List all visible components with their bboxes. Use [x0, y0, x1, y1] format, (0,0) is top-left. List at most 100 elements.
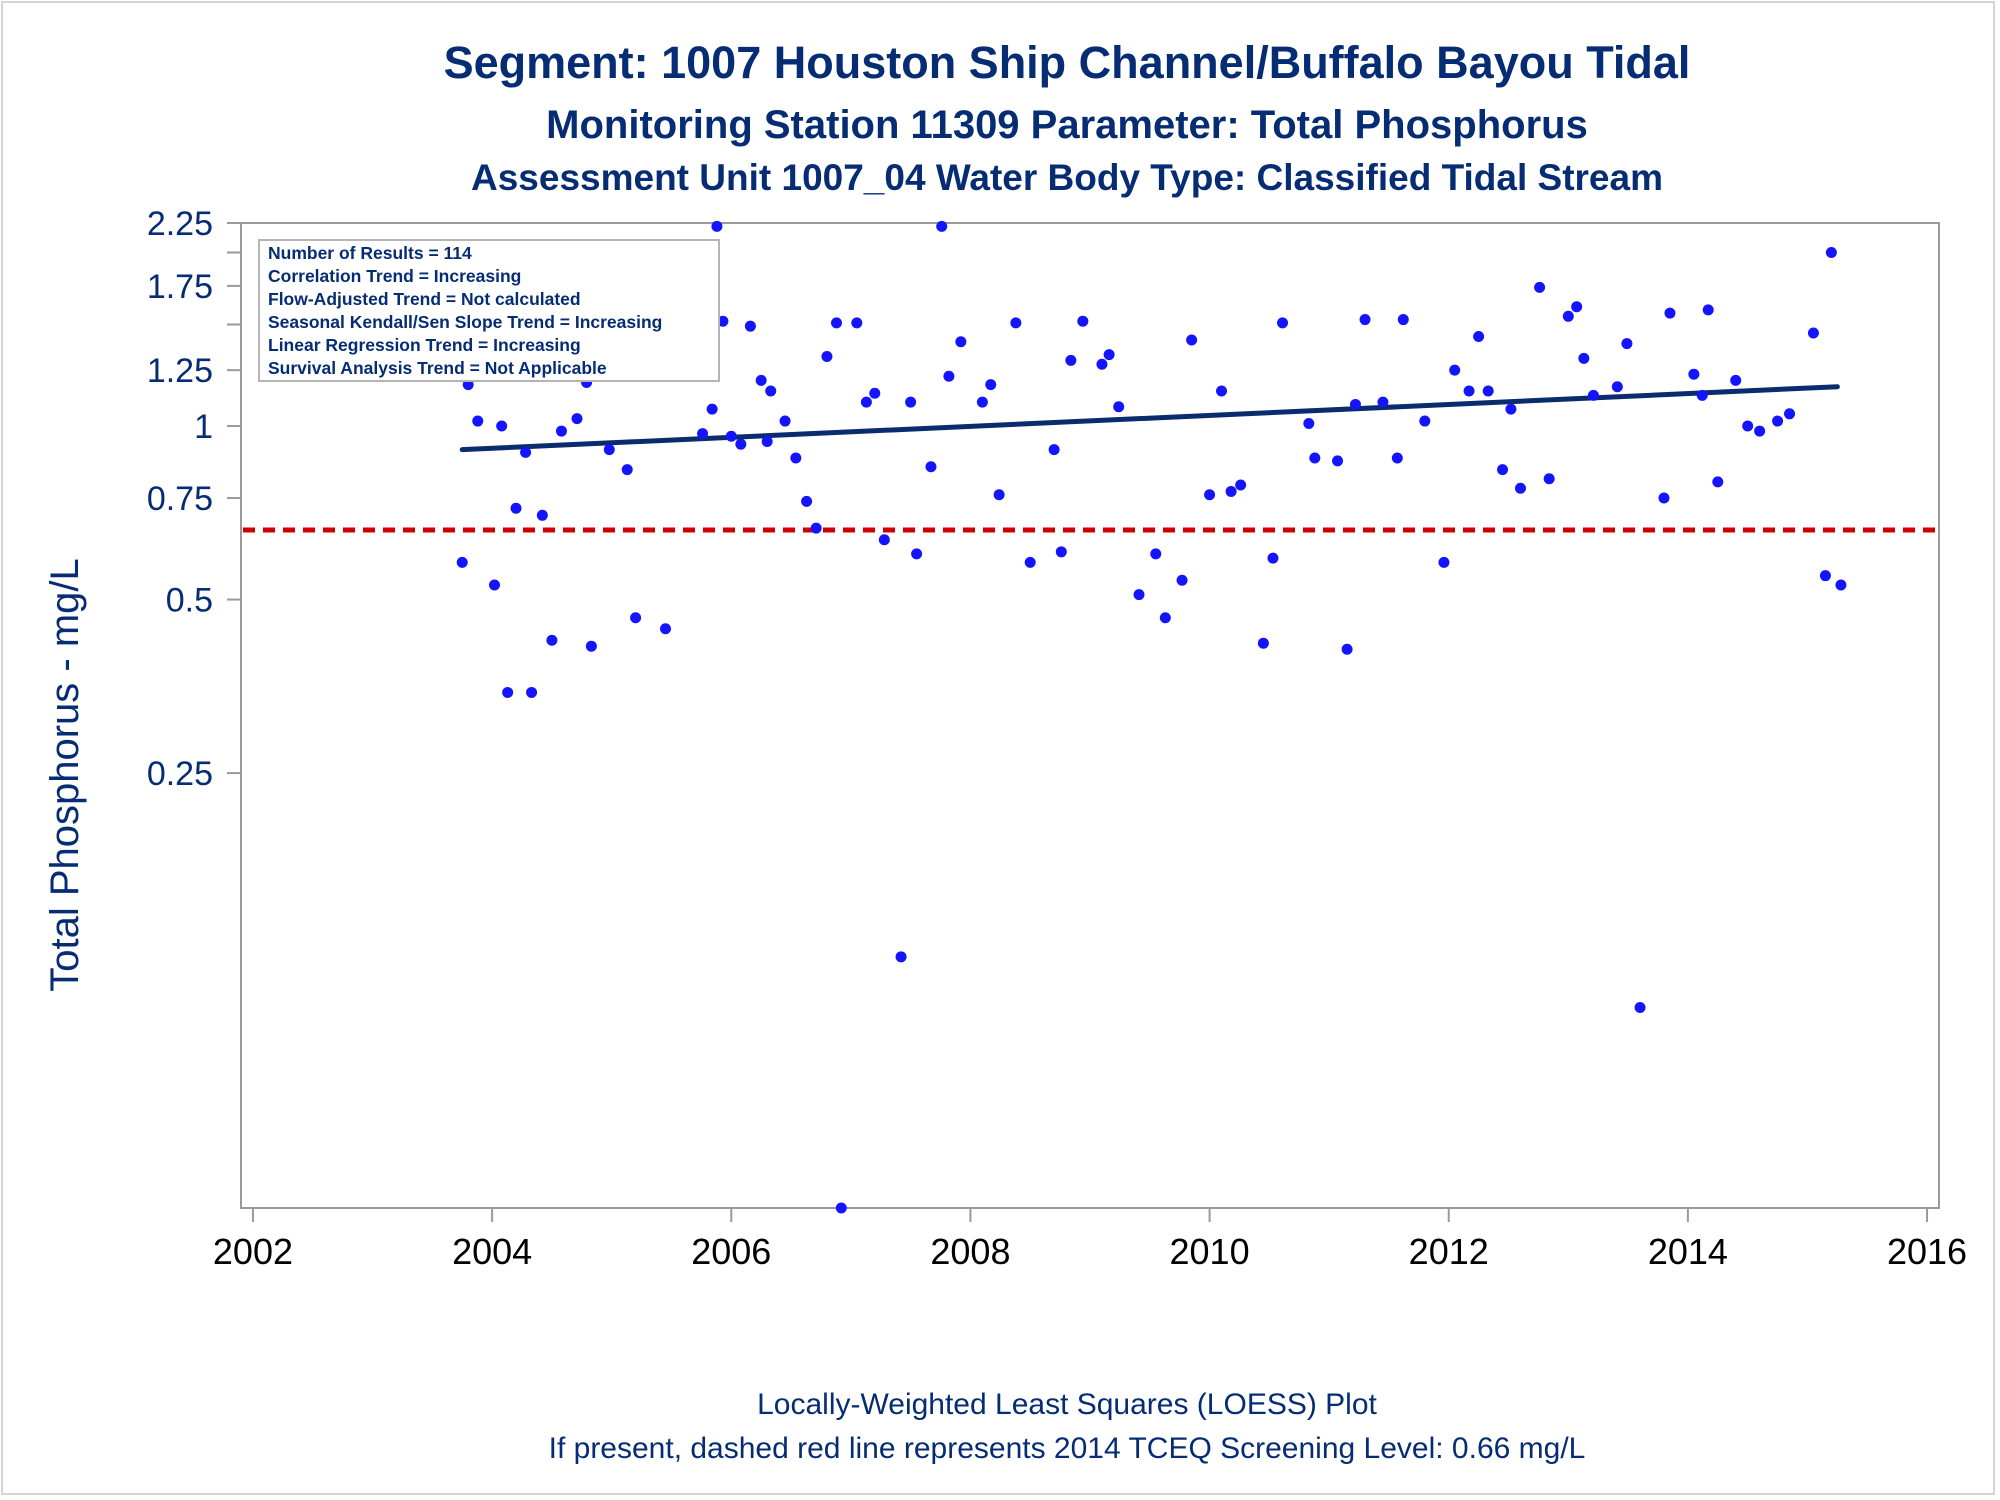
- plot-area: 2002 2004 2006 2008 2010 2012 2014 2016 0.25 0.5 0…: [147, 205, 1967, 1272]
- x-tick-label: 2002: [213, 1231, 293, 1272]
- x-tick-label: 2014: [1648, 1231, 1728, 1272]
- data-point: [895, 951, 907, 963]
- data-point: [911, 548, 923, 560]
- data-point: [976, 396, 988, 408]
- data-point: [1534, 281, 1546, 293]
- data-point: [835, 1202, 847, 1214]
- data-point: [761, 436, 773, 448]
- data-point: [1571, 301, 1583, 313]
- data-point: [571, 413, 583, 425]
- data-point: [1267, 552, 1279, 564]
- data-point: [1634, 1002, 1646, 1014]
- trend-line: [459, 384, 1840, 453]
- data-point: [955, 336, 967, 348]
- chart-title: Segment: 1007 Houston Ship Channel/Buffa…: [444, 37, 1691, 88]
- data-point: [1150, 548, 1162, 560]
- data-point: [1463, 385, 1475, 397]
- chart-subtitle: Monitoring Station 11309 Parameter: Tota…: [546, 103, 1588, 147]
- y-tick-label: 1: [194, 408, 213, 446]
- data-point: [821, 351, 833, 363]
- data-point: [943, 370, 955, 382]
- data-point: [621, 464, 633, 476]
- data-point: [510, 502, 522, 514]
- data-point: [1473, 330, 1485, 342]
- x-tick-label: 2016: [1887, 1231, 1967, 1272]
- data-point: [1482, 385, 1494, 397]
- stats-line-survival: Survival Analysis Trend = Not Applicable: [268, 358, 607, 378]
- stats-line-seasonal-kendall: Seasonal Kendall/Sen Slope Trend = Incre…: [268, 312, 662, 332]
- data-point: [936, 220, 948, 232]
- data-point: [1742, 420, 1754, 432]
- data-point: [905, 396, 917, 408]
- data-point: [1303, 418, 1315, 430]
- data-point: [1216, 385, 1228, 397]
- y-tick-label: 1.75: [147, 268, 213, 306]
- data-point: [830, 317, 842, 329]
- data-point: [1397, 314, 1409, 326]
- data-point: [546, 634, 558, 646]
- data-point: [851, 317, 863, 329]
- data-point: [1377, 396, 1389, 408]
- data-point: [1621, 338, 1633, 350]
- data-point: [1819, 570, 1831, 582]
- data-point: [489, 579, 501, 591]
- y-tick-label: 1.25: [147, 352, 213, 390]
- stats-line-flow-adjusted: Flow-Adjusted Trend = Not calculated: [268, 289, 581, 309]
- data-point: [1010, 317, 1022, 329]
- data-point: [1133, 589, 1145, 601]
- data-point: [1712, 476, 1724, 488]
- data-point: [502, 686, 514, 698]
- data-point: [536, 509, 548, 521]
- footnote-screening: If present, dashed red line represents 2…: [549, 1432, 1586, 1465]
- data-point: [697, 428, 709, 440]
- data-point: [1341, 643, 1353, 655]
- data-point: [1159, 612, 1171, 624]
- data-point: [1438, 556, 1450, 568]
- data-point: [1024, 556, 1036, 568]
- data-point: [1391, 452, 1403, 464]
- data-point: [1587, 389, 1599, 401]
- data-point: [1543, 473, 1555, 485]
- data-point: [1235, 479, 1247, 491]
- data-point: [801, 495, 813, 507]
- y-tick-label: 0.25: [147, 755, 213, 793]
- y-tick-label: 0.5: [166, 582, 213, 620]
- data-point: [472, 415, 484, 427]
- data-point: [1359, 314, 1371, 326]
- data-point: [1349, 398, 1361, 410]
- data-point: [585, 640, 597, 652]
- data-point: [1096, 358, 1108, 370]
- data-point: [1772, 415, 1784, 427]
- data-point: [1419, 415, 1431, 427]
- data-point: [860, 396, 872, 408]
- data-point: [1578, 352, 1590, 364]
- chart-subtitle-2: Assessment Unit 1007_04 Water Body Type:…: [471, 157, 1663, 198]
- data-point: [555, 425, 567, 437]
- data-point: [1186, 334, 1198, 346]
- data-point: [1103, 349, 1115, 361]
- data-point: [1505, 403, 1517, 415]
- stats-line-linear-regression: Linear Regression Trend = Increasing: [268, 335, 581, 355]
- data-point: [630, 612, 642, 624]
- data-point: [717, 315, 729, 327]
- data-point: [1835, 579, 1847, 591]
- x-tick-label: 2008: [930, 1231, 1010, 1272]
- x-tick-label: 2006: [691, 1231, 771, 1272]
- data-point: [925, 461, 937, 473]
- data-point: [496, 420, 508, 432]
- data-point: [878, 534, 890, 546]
- data-point: [1754, 425, 1766, 437]
- data-point: [1784, 408, 1796, 420]
- data-point: [1065, 354, 1077, 366]
- data-point: [1113, 401, 1125, 413]
- data-point: [711, 220, 723, 232]
- data-point: [1176, 574, 1188, 586]
- data-point: [755, 374, 767, 386]
- data-point: [1562, 310, 1574, 322]
- data-point: [869, 387, 881, 399]
- data-point: [1807, 327, 1819, 339]
- data-point: [779, 415, 791, 427]
- data-point: [1449, 364, 1461, 376]
